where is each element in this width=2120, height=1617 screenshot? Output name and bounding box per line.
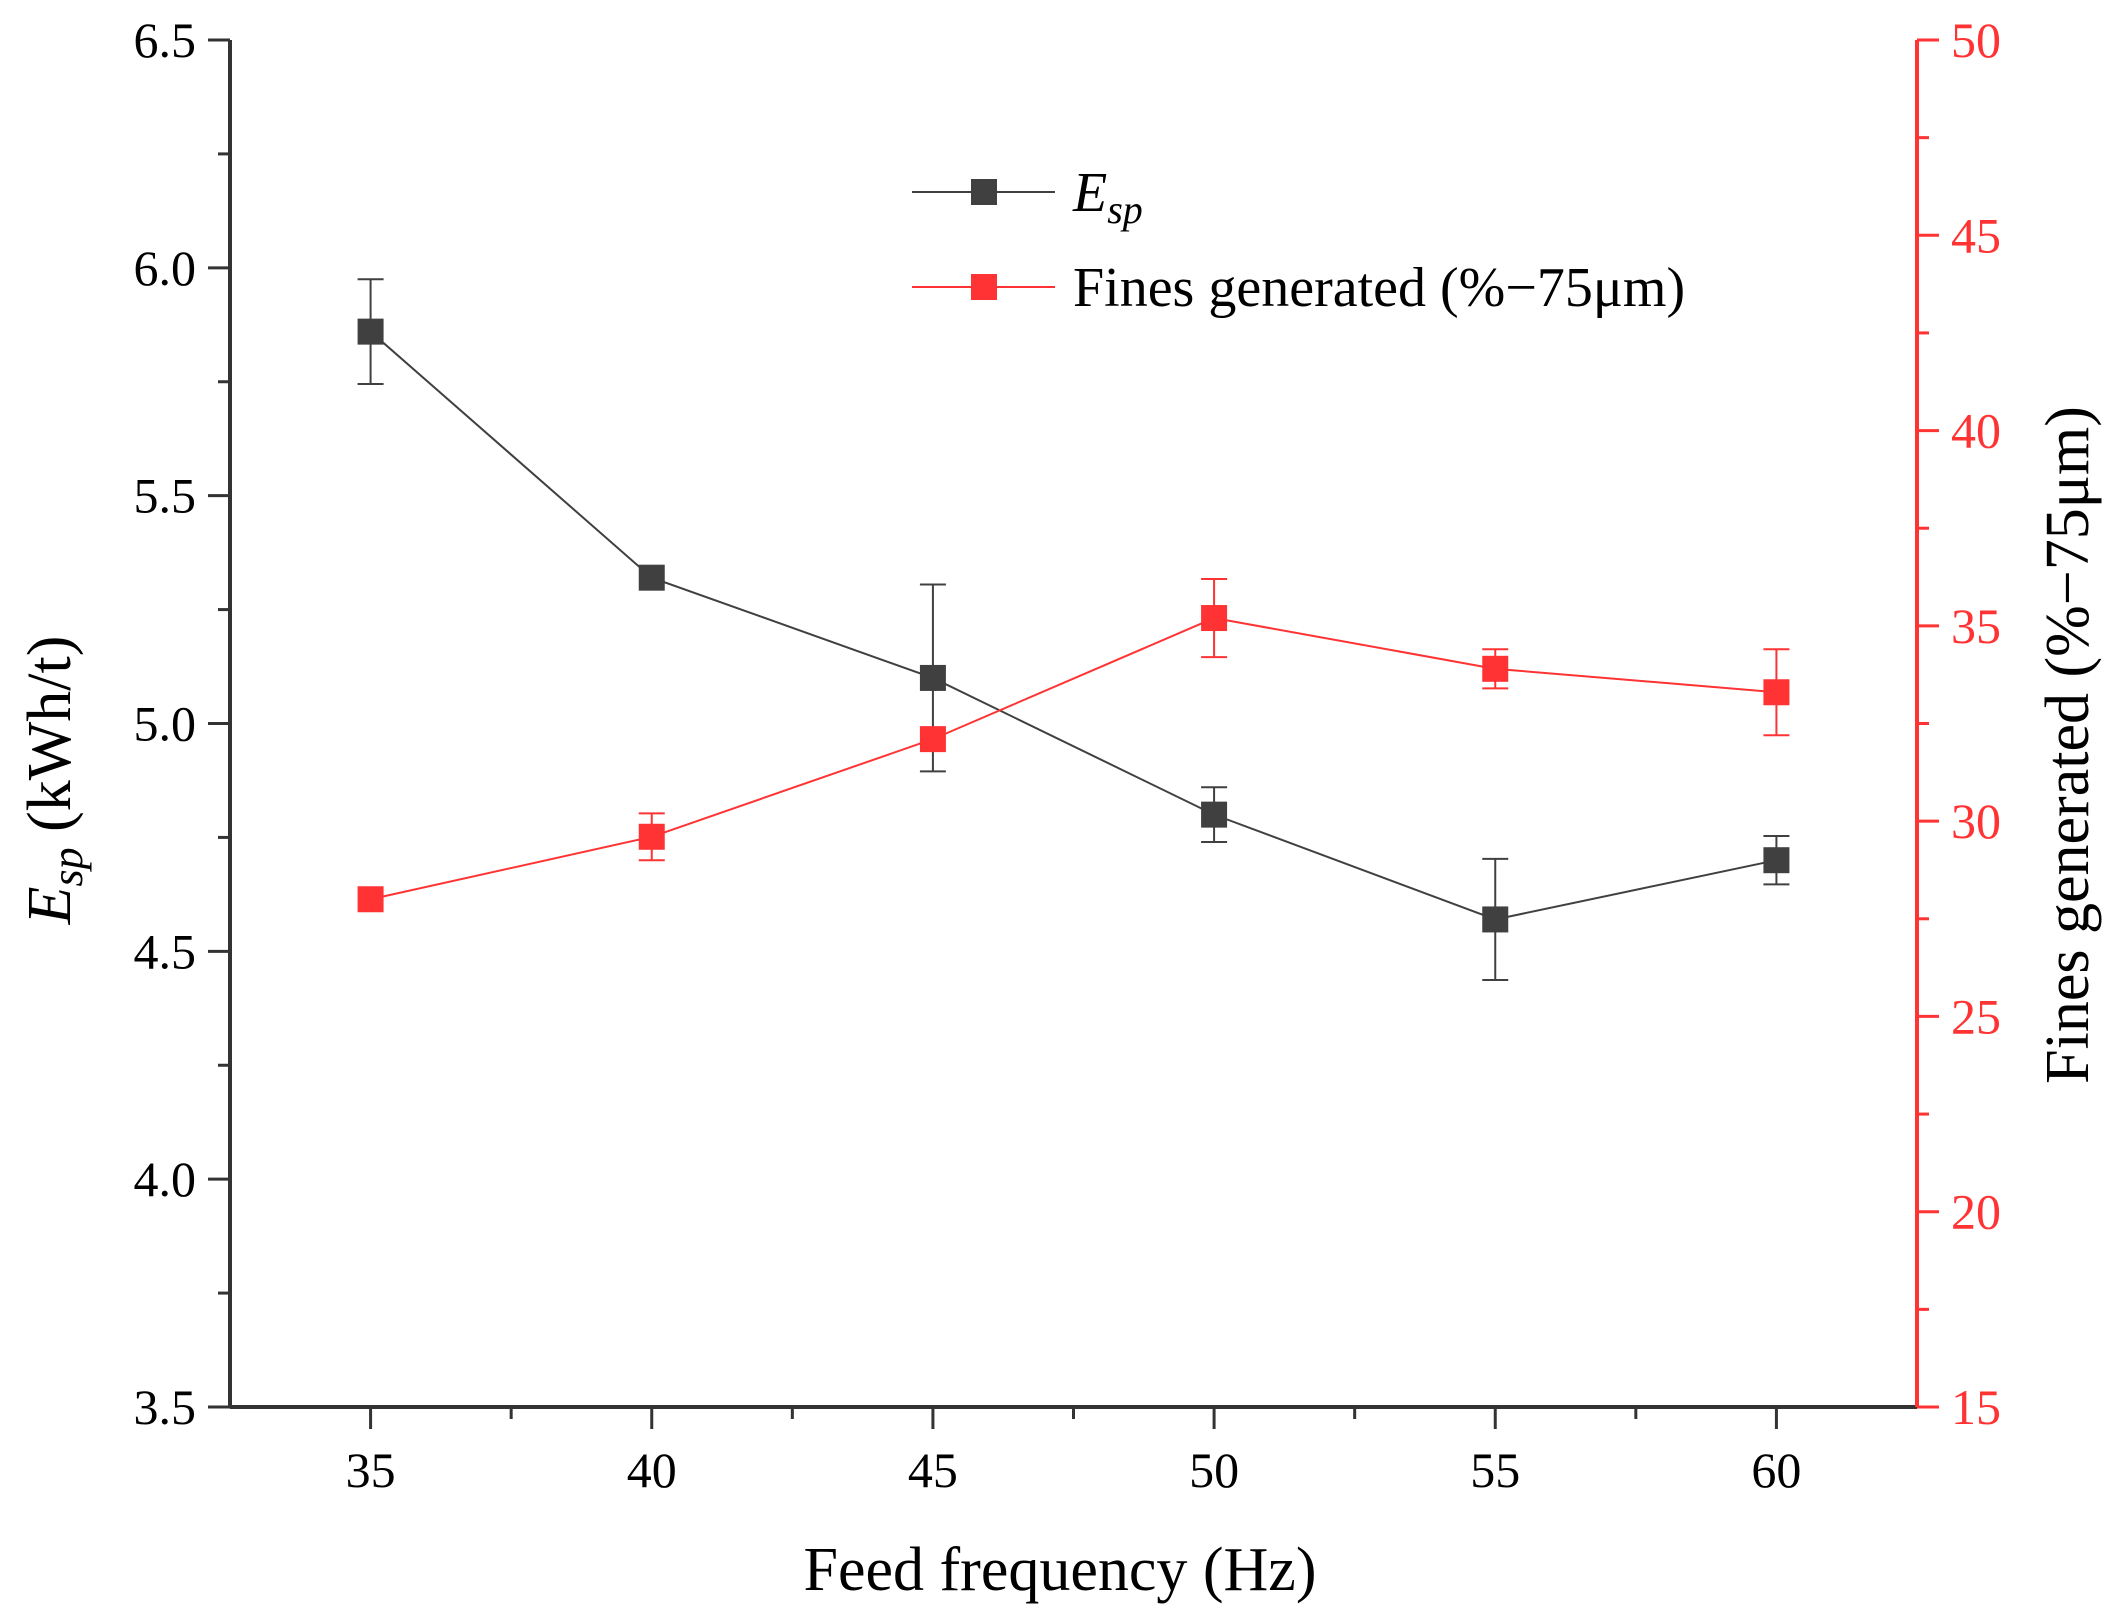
y-left-tick-label: 5.5 xyxy=(134,468,197,524)
y-left-tick-label: 4.0 xyxy=(134,1151,197,1207)
legend-marker xyxy=(971,179,997,205)
y-right-tick-label: 45 xyxy=(1951,207,2001,263)
x-tick-label: 50 xyxy=(1189,1442,1239,1498)
axes-layer: 35 40 45 50 55 60 3.5 4.0 4.5 5.0 5.5 6.0 6.5 15 20 25 3… xyxy=(134,12,2002,1498)
data-point-marker xyxy=(1201,801,1228,828)
legend-label-sub: sp xyxy=(1107,187,1143,232)
data-point-marker xyxy=(357,318,384,345)
data-point-marker xyxy=(638,564,665,591)
data-point-marker xyxy=(1201,605,1228,632)
data-point-marker xyxy=(1482,655,1509,682)
y-right-tick-label: 25 xyxy=(1951,988,2001,1044)
x-tick-label: 35 xyxy=(346,1442,396,1498)
data-point-marker xyxy=(1482,906,1509,933)
y-right-tick-label: 40 xyxy=(1951,403,2001,459)
y-right-tick-label: 50 xyxy=(1951,12,2001,68)
data-point-marker xyxy=(1763,847,1790,874)
legend-label-main: E xyxy=(1072,162,1107,224)
y-left-tick-label: 4.5 xyxy=(134,923,197,979)
data-point-marker xyxy=(919,726,946,753)
y-right-tick-label: 35 xyxy=(1951,598,2001,654)
series-esp xyxy=(357,278,1790,982)
x-tick-label: 55 xyxy=(1470,1442,1520,1498)
x-tick-label: 45 xyxy=(908,1442,958,1498)
legend: Esp Fines generated (%−75μm) xyxy=(912,162,1685,319)
series-fines xyxy=(357,577,1790,913)
x-tick-label: 60 xyxy=(1751,1442,1801,1498)
y-right-axis-title: Fines generated (%−75μm) xyxy=(2034,406,2102,1084)
y-left-tick-label: 6.5 xyxy=(134,12,197,68)
y-right-tick-label: 20 xyxy=(1951,1184,2001,1240)
data-point-marker xyxy=(1763,679,1790,706)
data-point-marker xyxy=(357,886,384,913)
data-point-marker xyxy=(919,664,946,691)
y-left-axis-title: Esp (kWh/t) xyxy=(16,636,92,926)
data-point-marker xyxy=(638,823,665,850)
legend-label: Fines generated (%−75μm) xyxy=(1073,257,1685,319)
legend-marker xyxy=(971,274,997,300)
y-left-tick-label: 3.5 xyxy=(134,1379,197,1435)
series-layer xyxy=(357,278,1790,982)
series-line xyxy=(369,330,1777,921)
y-right-tick-label: 30 xyxy=(1951,793,2001,849)
legend-label: Esp xyxy=(1072,162,1143,232)
y-left-title-sub: sp xyxy=(43,847,92,886)
y-left-title-main: E xyxy=(16,887,84,926)
y-left-title-rest: (kWh/t) xyxy=(16,636,84,848)
y-left-tick-label: 6.0 xyxy=(134,240,197,296)
x-axis-title: Feed frequency (Hz) xyxy=(804,1536,1317,1604)
y-right-tick-label: 15 xyxy=(1951,1379,2001,1435)
x-tick-label: 40 xyxy=(627,1442,677,1498)
series-line xyxy=(370,617,1777,901)
y-left-tick-label: 5.0 xyxy=(134,696,197,752)
